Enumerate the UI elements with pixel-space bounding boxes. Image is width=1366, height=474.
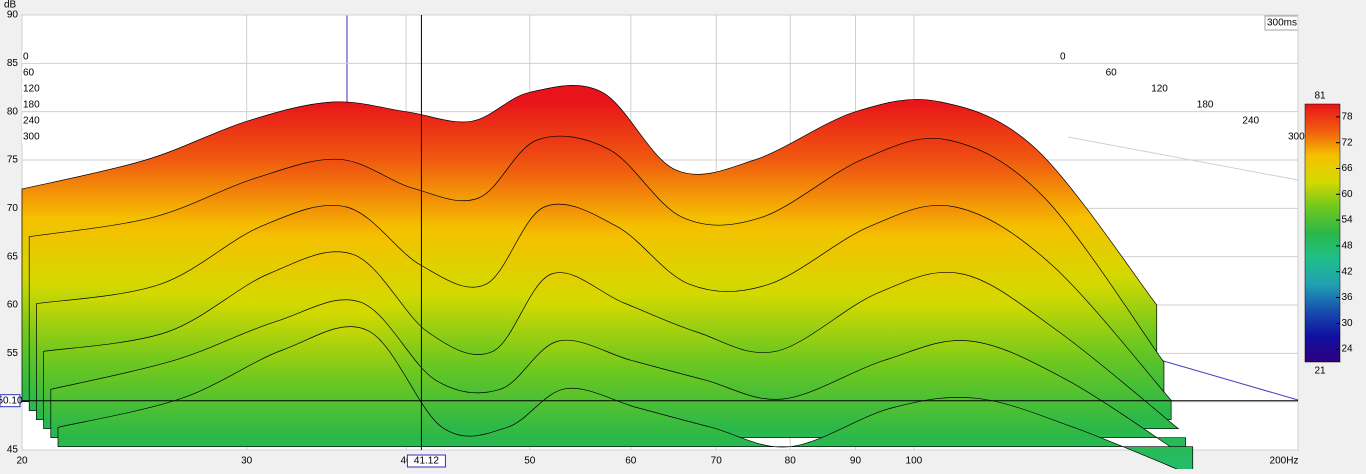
colorbar-tick-label: 36 <box>1341 292 1353 303</box>
cursor-x-label: 41.12 <box>414 456 439 467</box>
time-tick-label: 300 <box>1288 132 1305 143</box>
time-tick-label: 240 <box>1242 116 1259 127</box>
time-label-box <box>22 115 40 127</box>
y-tick-label: 45 <box>7 445 19 456</box>
time-tick-label: 240 <box>23 116 40 127</box>
x-tick-label: 30 <box>241 456 253 467</box>
colorbar-tick-label: 66 <box>1341 163 1353 174</box>
colorbar-min-label: 21 <box>1314 366 1326 377</box>
y-tick-label: 85 <box>7 58 19 69</box>
time-label-box <box>22 67 40 79</box>
x-tick-label: 60 <box>625 456 637 467</box>
time-tick-label: 60 <box>23 68 35 79</box>
colorbar-tick-label: 42 <box>1341 266 1353 277</box>
cursor-y-label: 50.10 <box>0 395 23 406</box>
colorbar-tick-label: 60 <box>1341 189 1353 200</box>
x-tick-label: 200Hz <box>1270 456 1299 467</box>
time-tick-label: 60 <box>1106 68 1118 79</box>
x-tick-label: 50 <box>524 456 536 467</box>
colorbar-tick-label: 48 <box>1341 241 1353 252</box>
colorbar-tick-label: 30 <box>1341 318 1353 329</box>
colorbar <box>1304 103 1341 363</box>
x-tick-label: 90 <box>850 456 862 467</box>
time-label-box <box>22 83 40 95</box>
time-tick-label: 180 <box>23 100 40 111</box>
y-tick-label: 70 <box>7 203 19 214</box>
x-tick-label: 20 <box>16 456 28 467</box>
y-axis-label: dB <box>4 0 17 11</box>
x-tick-label: 40 <box>401 456 413 467</box>
time-tick-label: 0 <box>23 52 29 63</box>
colorbar-max-label: 81 <box>1314 91 1326 102</box>
cursor-y-box <box>0 394 21 408</box>
y-tick-label: 60 <box>7 300 19 311</box>
colorbar-tick-label: 72 <box>1341 137 1353 148</box>
x-tick-label: 100 <box>906 456 923 467</box>
y-tick-label: 90 <box>7 10 19 21</box>
y-tick-label: 55 <box>7 348 19 359</box>
floor-line <box>1067 136 1299 181</box>
time-span-label: 300ms <box>1267 18 1297 29</box>
x-tick-label: 70 <box>711 456 723 467</box>
time-tick-label: 120 <box>23 84 40 95</box>
floor-line <box>1159 359 1299 401</box>
time-label-box <box>22 131 40 143</box>
time-tick-label: 0 <box>1060 52 1066 63</box>
cursor-x-box <box>406 454 446 468</box>
y-tick-label: 75 <box>7 155 19 166</box>
time-tick-label: 180 <box>1197 100 1214 111</box>
time-tick-label: 300 <box>23 132 40 143</box>
y-tick-label: 80 <box>7 106 19 117</box>
colorbar-tick-label: 78 <box>1341 112 1353 123</box>
time-label-box <box>22 51 40 63</box>
x-tick-label: 80 <box>785 456 797 467</box>
time-label-box <box>22 99 40 111</box>
colorbar-tick-label: 24 <box>1341 344 1353 355</box>
y-tick-label: 65 <box>7 251 19 262</box>
colorbar-tick-label: 54 <box>1341 215 1353 226</box>
time-tick-label: 120 <box>1151 84 1168 95</box>
